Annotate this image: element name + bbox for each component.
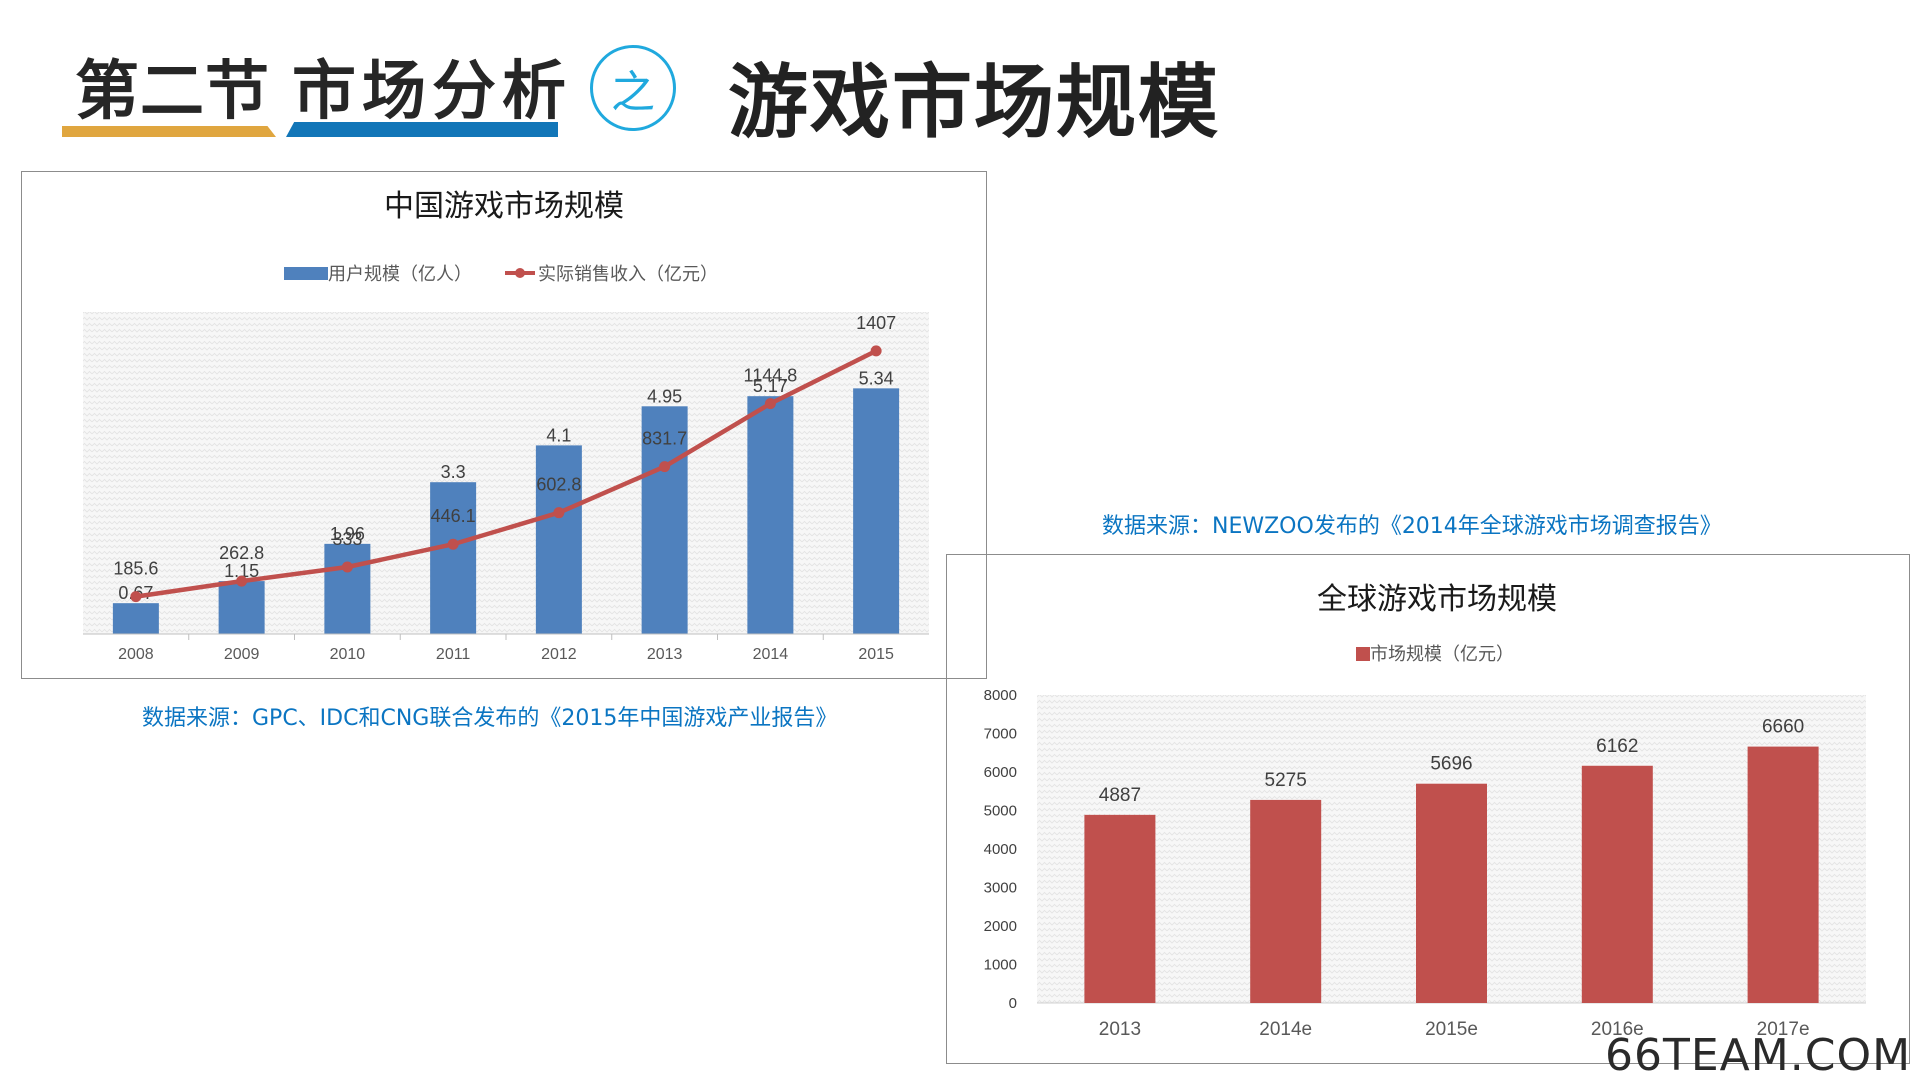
bar-users: [112, 603, 159, 634]
revenue-value-label: 262.8: [219, 543, 264, 563]
bar-value-label: 1.15: [224, 561, 259, 581]
chart-title: 全球游戏市场规模: [1317, 583, 1557, 616]
x-tick-label: 2015: [858, 646, 894, 663]
bar-users: [747, 396, 794, 634]
x-tick-label: 2016e: [1591, 1019, 1644, 1040]
bar-value-label: 3.3: [441, 462, 466, 482]
revenue-value-label: 602.8: [536, 475, 581, 495]
bar-value-label: 4887: [1099, 785, 1141, 806]
revenue-point: [130, 591, 142, 603]
bar-users: [535, 445, 582, 634]
x-tick-label: 2008: [118, 646, 154, 663]
watermark: 66TEAM.COM: [1605, 1030, 1912, 1081]
bar-value-label: 5275: [1265, 770, 1307, 791]
china-chart-panel: 中国游戏市场规模用户规模（亿人）实际销售收入（亿元）0.6720081.1520…: [21, 171, 987, 679]
bar-users: [218, 581, 265, 634]
y-tick-label: 1000: [984, 957, 1017, 974]
bar-value-label: 5.34: [859, 368, 894, 388]
x-tick-label: 2014: [753, 646, 789, 663]
legend-label-users: 用户规模（亿人）: [328, 264, 472, 284]
bar-value-label: 6162: [1596, 736, 1638, 757]
revenue-point: [236, 575, 248, 587]
y-tick-label: 3000: [984, 880, 1017, 897]
revenue-value-label: 831.7: [642, 429, 687, 449]
revenue-point: [764, 398, 776, 410]
y-tick-label: 8000: [984, 687, 1017, 704]
x-tick-label: 2013: [1099, 1019, 1141, 1040]
bar-users: [324, 543, 371, 634]
page-title: 游戏市场规模: [728, 56, 1220, 149]
global-chart-panel: 全球游戏市场规模市场规模（亿元） 8000 7000 6000 5000 4000 3000…: [946, 554, 1910, 1064]
legend-swatch-market: [1356, 647, 1370, 661]
section-label: 第二节: [75, 55, 270, 129]
x-tick-label: 2011: [436, 646, 471, 663]
revenue-value-label: 1144.8: [744, 366, 798, 386]
x-tick-label: 2012: [541, 646, 577, 663]
bar-users: [641, 406, 688, 634]
revenue-line: [135, 348, 878, 599]
chart-title: 中国游戏市场规模: [384, 190, 624, 223]
y-tick-label: 4000: [984, 841, 1017, 858]
x-tick-label: 2015e: [1425, 1019, 1478, 1040]
bar-value-label: 4.95: [647, 386, 682, 406]
bar-value-label: 5696: [1430, 754, 1472, 775]
bar-value-label: 4.1: [546, 425, 571, 445]
bar-market: [1416, 783, 1487, 1003]
revenue-point: [553, 507, 565, 519]
y-tick-label: 7000: [984, 726, 1017, 743]
bar-value-label: 1.96: [330, 524, 365, 544]
bar-users: [430, 482, 477, 634]
y-tick-label: 0: [1009, 995, 1017, 1012]
revenue-value-label: 333: [332, 529, 362, 549]
y-tick-label: 2000: [984, 918, 1017, 935]
blue-underline: [286, 122, 558, 137]
y-tick-label: 6000: [984, 764, 1017, 781]
x-tick-label: 2014e: [1259, 1019, 1312, 1040]
section-title: 市场分析: [292, 55, 572, 129]
revenue-value-label: 185.6: [113, 559, 158, 579]
legend-swatch-users: [284, 267, 328, 280]
circle-emblem: 之: [590, 45, 676, 131]
china-chart: 中国游戏市场规模用户规模（亿人）实际销售收入（亿元）0.6720081.1520…: [83, 190, 929, 663]
revenue-point: [447, 538, 459, 550]
orange-underline: [62, 126, 276, 137]
legend-label-market: 市场规模（亿元）: [1370, 644, 1514, 664]
bar-users: [853, 388, 900, 634]
revenue-point: [341, 561, 353, 573]
bar-value-label: 5.17: [753, 376, 788, 396]
bar-value-label: 6660: [1762, 717, 1804, 738]
bar-market: [1250, 799, 1322, 1003]
x-tick-label: 2013: [647, 646, 683, 663]
y-tick-label: 5000: [984, 803, 1017, 820]
bar-market: [1581, 765, 1653, 1003]
global-source-note: 数据来源：NEWZOO发布的《2014年全球游戏市场调查报告》: [1102, 514, 1722, 539]
x-tick-label: 2010: [330, 646, 366, 663]
revenue-point: [659, 461, 671, 473]
revenue-point: [870, 345, 882, 357]
china-source-note: 数据来源：GPC、IDC和CNG联合发布的《2015年中国游戏产业报告》: [142, 706, 838, 731]
legend-marker-revenue: [515, 268, 525, 278]
x-tick-label: 2009: [224, 646, 260, 663]
bar-market: [1084, 814, 1156, 1003]
legend-label-revenue: 实际销售收入（亿元）: [538, 264, 718, 284]
revenue-value-label: 446.1: [431, 506, 476, 526]
x-tick-label: 2017e: [1757, 1019, 1810, 1040]
bar-market: [1747, 746, 1819, 1003]
revenue-value-label: 1407: [856, 313, 896, 333]
